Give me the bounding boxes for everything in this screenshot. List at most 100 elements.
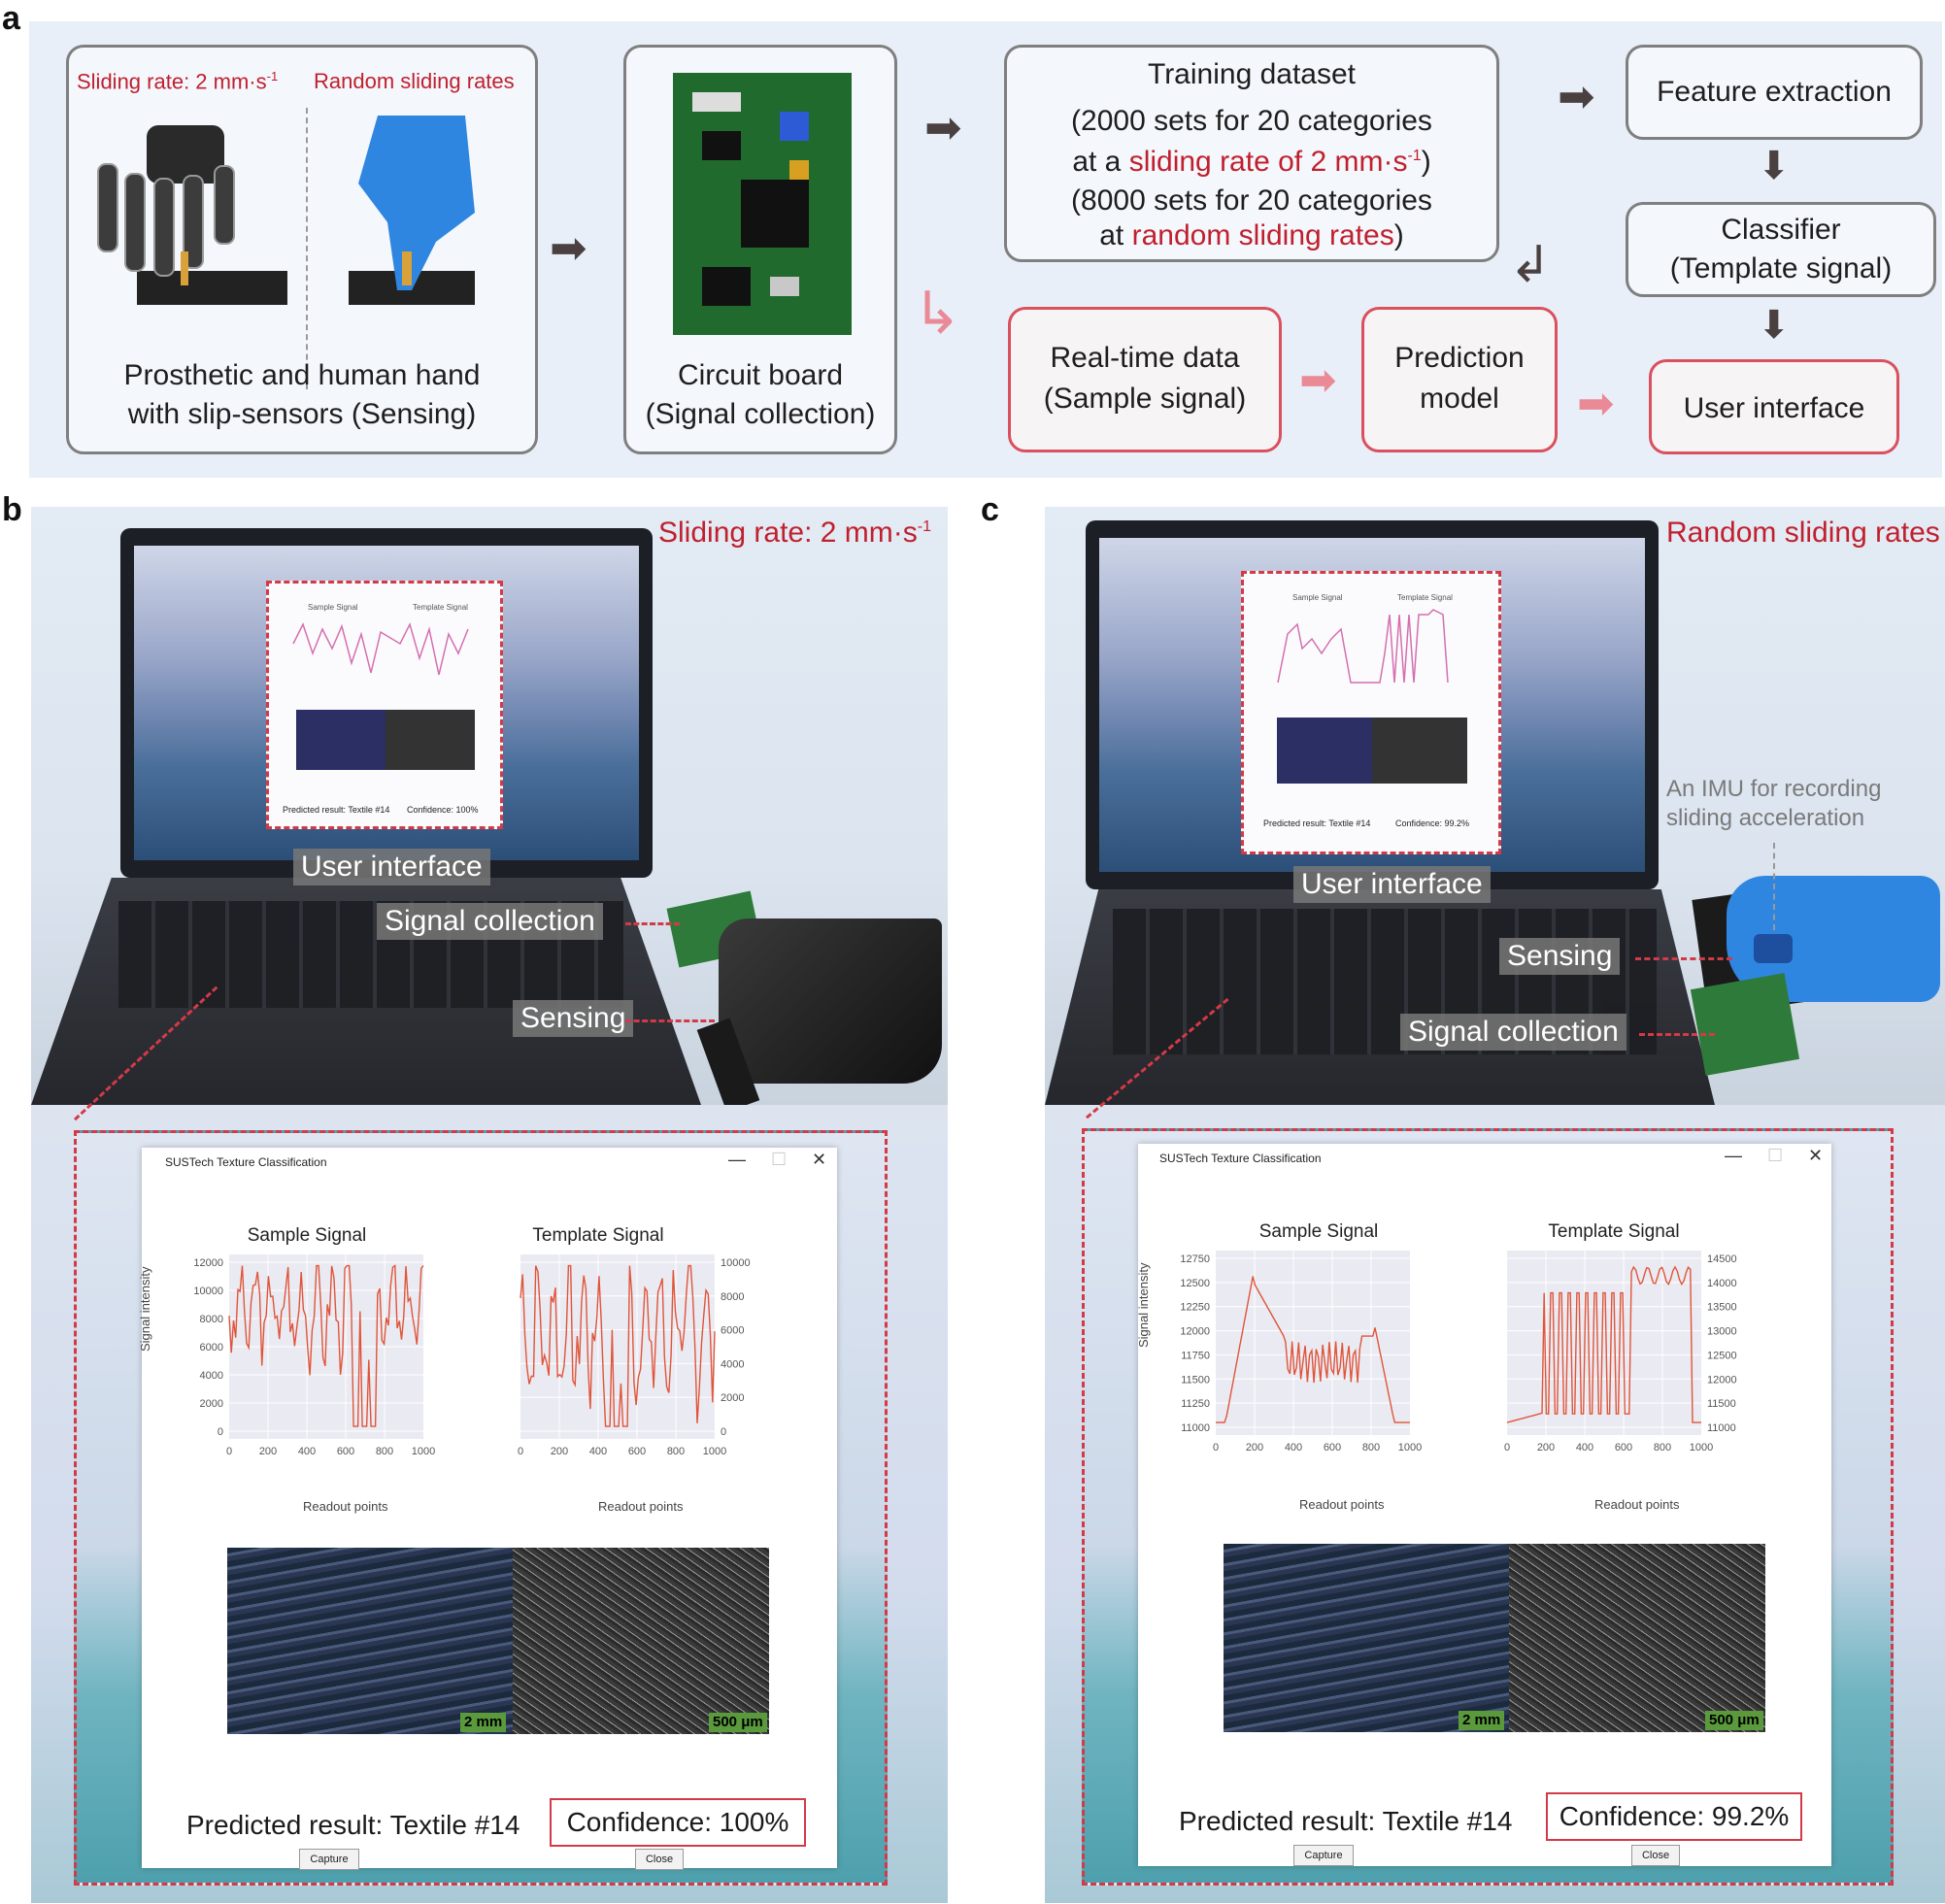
mini-sample-title: Sample Signal [1292,593,1343,602]
mini-result: Predicted result: Textile #14 [283,805,390,815]
circuit-board-photo [1690,973,1800,1076]
panel-label-a: a [2,0,20,37]
mini-ui-window: Sample Signal Template Signal Predicted … [1241,571,1501,854]
x-tick-label: 400 [1285,1442,1302,1453]
callout-leader [625,1019,715,1022]
callout-user-interface: User interface [293,849,490,885]
template-signal-title: Template Signal [532,1225,664,1246]
x-tick-label: 0 [1504,1442,1510,1453]
maximize-icon[interactable]: ☐ [771,1150,788,1169]
classifier-line-1: Classifier [1721,214,1841,246]
x-axis-label-template: Readout points [598,1499,684,1514]
mini-confidence: Confidence: 99.2% [1395,818,1470,828]
y-tick-label: 12500 [1707,1350,1737,1361]
template-signal-line [520,1264,716,1427]
x-tick-label: 1000 [1690,1442,1713,1453]
x-tick-label: 800 [376,1446,393,1457]
arrow-right-icon: ➡ [924,102,962,152]
arrow-right-icon: ➡ [1577,378,1615,428]
close-button[interactable]: Close [635,1849,684,1870]
x-tick-label: 600 [337,1446,354,1457]
y-tick-label: 13000 [1707,1326,1737,1338]
y-tick-label: 11500 [1181,1374,1210,1386]
training-line-2: at a sliding rate of 2 mm·s-1) [1072,146,1431,178]
training-dataset-box: Training dataset (2000 sets for 20 categ… [1004,45,1499,262]
divider [306,108,308,389]
training-title: Training dataset [1147,58,1356,90]
arrow-right-icon: ➡ [1558,71,1595,121]
imu-device [1754,934,1793,963]
laptop-keyboard [1045,889,1715,1105]
feature-extraction-label: Feature extraction [1657,76,1892,108]
y-tick-label: 14000 [1707,1278,1737,1289]
callout-leader [1639,1033,1715,1036]
arrow-down-icon: ⬇ [1758,304,1791,347]
y-axis-label: Signal intensity [1136,1262,1151,1348]
confidence-box: Confidence: 100% [550,1798,806,1847]
mini-ui-window: Sample Signal Template Signal Predicted … [266,581,503,829]
y-tick-label: 2000 [200,1398,223,1410]
y-tick-label: 10000 [721,1257,751,1269]
realtime-line-1: Real-time data [1050,342,1240,374]
sample-signal-line [228,1264,424,1427]
maximize-icon[interactable]: ☐ [1767,1146,1784,1165]
circuit-line-2: (Signal collection) [645,398,876,430]
prosthetic-hand-image [97,125,287,305]
minimize-icon[interactable]: — [1725,1146,1742,1165]
mini-confidence: Confidence: 100% [407,805,479,815]
x-tick-label: 0 [518,1446,523,1457]
y-tick-label: 0 [721,1426,726,1438]
capture-button[interactable]: Capture [299,1849,359,1870]
x-tick-label: 800 [1362,1442,1380,1453]
y-tick-label: 2000 [721,1392,744,1404]
imu-note-line-1: An IMU for recording [1666,776,1882,802]
arrow-down-icon: ⬇ [1758,145,1791,187]
x-tick-label: 800 [667,1446,685,1457]
user-interface-label: User interface [1683,392,1865,424]
window-title: SUSTech Texture Classification [1159,1152,1322,1165]
plot-area [1507,1251,1701,1435]
optical-micrograph [227,1548,513,1734]
y-tick-label: 12000 [193,1257,223,1269]
template-signal-title: Template Signal [1548,1221,1680,1242]
realtime-line-2: (Sample signal) [1043,383,1247,415]
y-tick-label: 11000 [1181,1422,1210,1434]
y-tick-label: 11750 [1181,1350,1210,1361]
close-icon[interactable]: ✕ [812,1150,827,1169]
y-tick-label: 12000 [1707,1374,1737,1386]
x-tick-label: 400 [298,1446,316,1457]
arrow-bend-down-right-icon: ↳ [913,281,962,346]
user-interface-box: User interface [1649,359,1899,454]
mini-result: Predicted result: Textile #14 [1263,818,1371,828]
minimize-icon[interactable]: — [728,1150,746,1169]
capture-button[interactable]: Capture [1293,1845,1354,1866]
prediction-line-1: Prediction [1394,342,1525,374]
plot-area [1216,1251,1410,1435]
arrow-right-icon: ➡ [550,222,587,273]
y-tick-label: 11250 [1181,1398,1210,1410]
mini-signal-plot [292,621,469,676]
app-window-c: SUSTech Texture Classification — ☐ ✕ Sam… [1136,1144,1831,1866]
panel-c-caption: Random sliding rates [1666,517,1940,549]
training-line-1: (2000 sets for 20 categories [1071,105,1432,137]
training-line-3: (8000 sets for 20 categories [1071,184,1432,217]
predicted-result: Predicted result: Textile #14 [1179,1806,1513,1836]
optical-micrograph [1224,1544,1509,1732]
circuit-board-image [673,73,852,335]
circuit-box: Circuit board (Signal collection) [623,45,897,454]
close-button[interactable]: Close [1631,1845,1680,1866]
y-tick-label: 6000 [721,1325,744,1337]
y-tick-label: 8000 [721,1291,744,1303]
feature-extraction-box: Feature extraction [1626,45,1923,140]
panel-label-c: c [981,491,999,528]
x-tick-label: 1000 [412,1446,435,1457]
y-tick-label: 14500 [1707,1253,1737,1265]
callout-leader [1635,957,1732,960]
x-axis-label-sample: Readout points [1299,1497,1385,1512]
callout-leader [625,922,680,925]
imu-leader [1773,843,1775,930]
sem-micrograph [513,1548,769,1734]
x-tick-label: 0 [1213,1442,1219,1453]
close-icon[interactable]: ✕ [1808,1146,1824,1165]
scale-bar-2mm: 2 mm [1459,1711,1505,1730]
